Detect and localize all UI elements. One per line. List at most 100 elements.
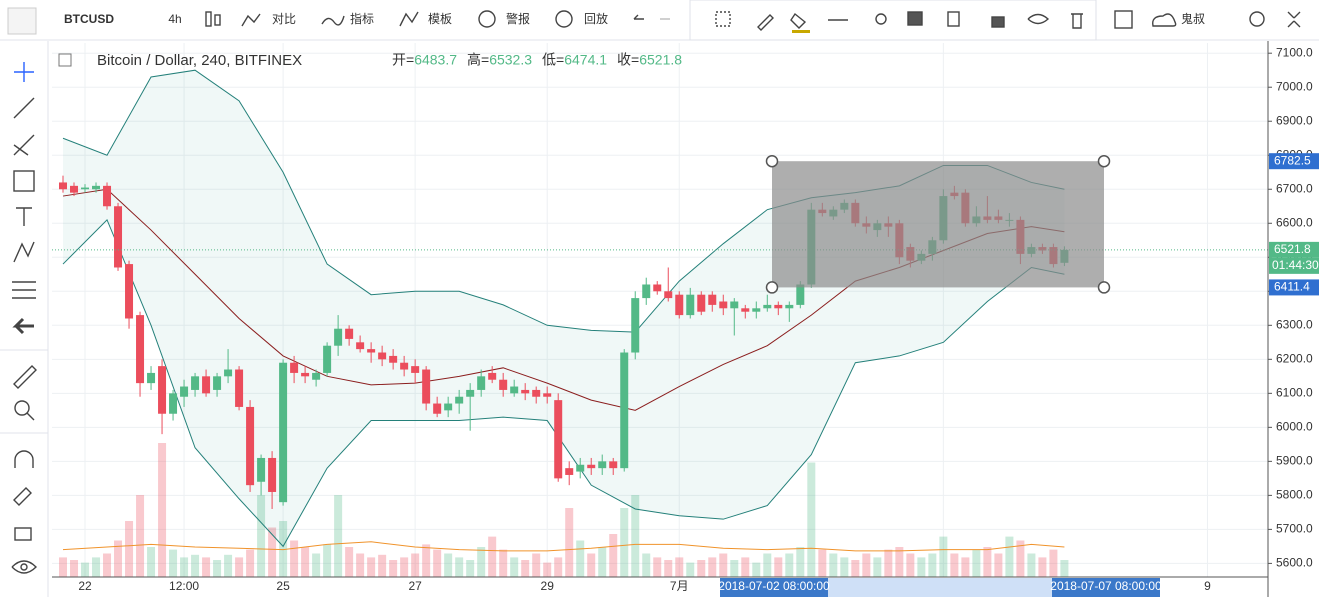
avatar[interactable] [7,7,37,35]
volume-bar [378,554,387,577]
y-tick-label: 5700.0 [1276,522,1313,536]
volume-bar [169,549,178,577]
volume-bar [235,557,244,577]
volume-bar [301,547,310,577]
y-tick-label: 5800.0 [1276,488,1313,502]
button[interactable]: 模板 [428,12,452,26]
band-lower [62,218,1065,548]
volume-bar [312,553,321,577]
candle-body [477,376,486,390]
y-tick-label: 6200.0 [1276,351,1313,365]
candle-body [631,298,640,353]
volume-bar [961,557,970,577]
volume-bar [345,547,354,577]
candle-body [191,376,200,390]
candle-body [268,457,277,492]
volume-bar [103,553,112,577]
candle-body [246,406,255,486]
rectangle-handle[interactable] [765,281,779,294]
volume-bar [917,557,926,577]
volume-bar [158,443,167,577]
volume-bar [1005,536,1014,577]
candle-body [125,264,134,319]
volume-bar [928,553,937,577]
date-range [772,578,1104,597]
candle-body [257,457,266,482]
rectangle-handle[interactable] [1097,154,1111,168]
candle-body [455,396,464,404]
candle-body [224,369,233,377]
countdown-box [1269,257,1319,274]
volume-bar [642,553,651,577]
volume-bar [543,562,552,577]
candle-body [444,403,453,411]
interval[interactable]: 4h [168,12,181,26]
candle-body [345,328,354,339]
candle-body [411,366,420,373]
candle-icon[interactable] [205,11,221,27]
candle-body [796,284,805,305]
button[interactable]: 对比 [272,12,296,26]
price-label: 6782.5 [1274,153,1311,167]
candle-body [774,304,783,309]
rectangle-handle[interactable] [1097,281,1111,294]
volume-bar [895,547,904,577]
candle-body [378,352,387,360]
candle-body [565,468,574,475]
collapse-button[interactable] [58,53,72,67]
candle-body [719,301,728,309]
button[interactable]: 警报 [506,11,530,26]
tool-icons[interactable] [11,62,37,574]
volume-bar [862,553,871,577]
volume-bar [114,540,123,577]
price-label-box [1269,279,1319,296]
volume-bar [939,536,948,577]
candle-body [763,304,772,309]
volume-bar [411,553,420,577]
rectangle-handle[interactable] [765,154,779,168]
volume-bar [631,495,640,577]
volume-bar [422,544,431,577]
volume-bar [785,553,794,577]
candle-body [598,461,607,469]
legend-title: Bitcoin / Dollar, 240, BITFINEX [97,52,302,69]
candle-body [367,349,376,353]
volume-bar [818,549,827,577]
drawing-tools[interactable] [715,10,1301,33]
volume-bar [257,495,266,577]
countdown: 01:44:30 [1272,258,1319,272]
volume-bar [851,560,860,577]
volume-bar [191,554,200,577]
candle-body [213,376,222,390]
symbol[interactable]: BTCUSD [64,12,114,26]
candle-body [488,372,497,380]
candle-body [576,464,585,472]
volume-bar [719,553,728,577]
volume-bar [587,553,596,577]
date-label-box [720,578,828,597]
button[interactable]: 回放 [584,11,608,26]
user-name[interactable]: 鬼叔 [1181,11,1205,26]
button[interactable]: 指标 [350,11,374,26]
y-tick-label: 5900.0 [1276,454,1313,468]
y-tick-label: 6700.0 [1276,181,1313,195]
toolbar-icons [241,10,670,28]
y-tick-label: 7000.0 [1276,79,1313,93]
volume-bar [488,536,497,577]
candle-body [543,393,552,397]
volume-bar [906,553,915,577]
candle-body [422,369,431,404]
candle-body [356,342,365,350]
x-tick-label: 7月 [670,579,689,593]
candle-body [675,294,684,316]
volume-bar [796,547,805,577]
volume-bar [653,557,662,577]
volume-bar [532,553,541,577]
volume-bar [147,547,156,577]
plot [52,43,1268,577]
volume-bar [576,540,585,577]
candle-body [81,187,90,190]
legend-value: 6474.1 [564,52,607,68]
candle-body [290,362,299,373]
volume-bar [510,557,519,577]
